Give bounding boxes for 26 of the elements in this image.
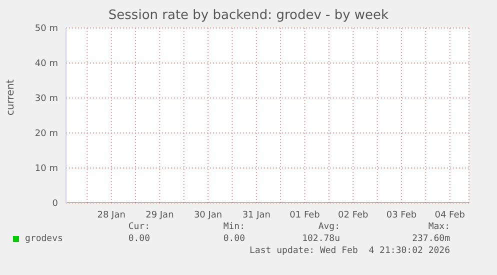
y-tick-label: 20 m bbox=[34, 129, 58, 140]
text: Min: bbox=[222, 222, 245, 232]
y-tick-label: 10 m bbox=[34, 164, 58, 174]
x-tick-label: 04 Feb bbox=[434, 210, 466, 220]
text: Max: bbox=[427, 222, 450, 232]
text: Last update: Wed Feb 4 21:30:02 2026 bbox=[250, 246, 450, 256]
legend-label: grodevs bbox=[25, 234, 63, 244]
x-tick-label: 28 Jan bbox=[97, 210, 126, 220]
y-tick-label: 0 bbox=[52, 199, 58, 210]
y-axis-title: current bbox=[6, 79, 17, 116]
x-tick-label: 29 Jan bbox=[146, 210, 174, 220]
y-tick-label: 50 m bbox=[34, 24, 58, 34]
x-tick-label: 02 Feb bbox=[338, 210, 369, 220]
x-tick-label: 03 Feb bbox=[386, 210, 417, 220]
text: 0.00 bbox=[222, 234, 245, 244]
text: Avg: bbox=[317, 222, 340, 232]
text: 0.00 bbox=[127, 234, 150, 244]
y-tick-label: 40 m bbox=[34, 59, 58, 70]
y-tick-label: 30 m bbox=[34, 94, 58, 104]
x-tick-label: 31 Jan bbox=[242, 210, 271, 220]
text: 237.60m bbox=[411, 234, 450, 244]
x-tick-label: 30 Jan bbox=[194, 210, 222, 220]
chart-title: Session rate by backend: grodev - by week bbox=[107, 8, 390, 23]
text: 102.78u bbox=[301, 234, 340, 244]
x-tick-label: 01 Feb bbox=[290, 210, 320, 220]
text: Cur: bbox=[127, 222, 150, 232]
